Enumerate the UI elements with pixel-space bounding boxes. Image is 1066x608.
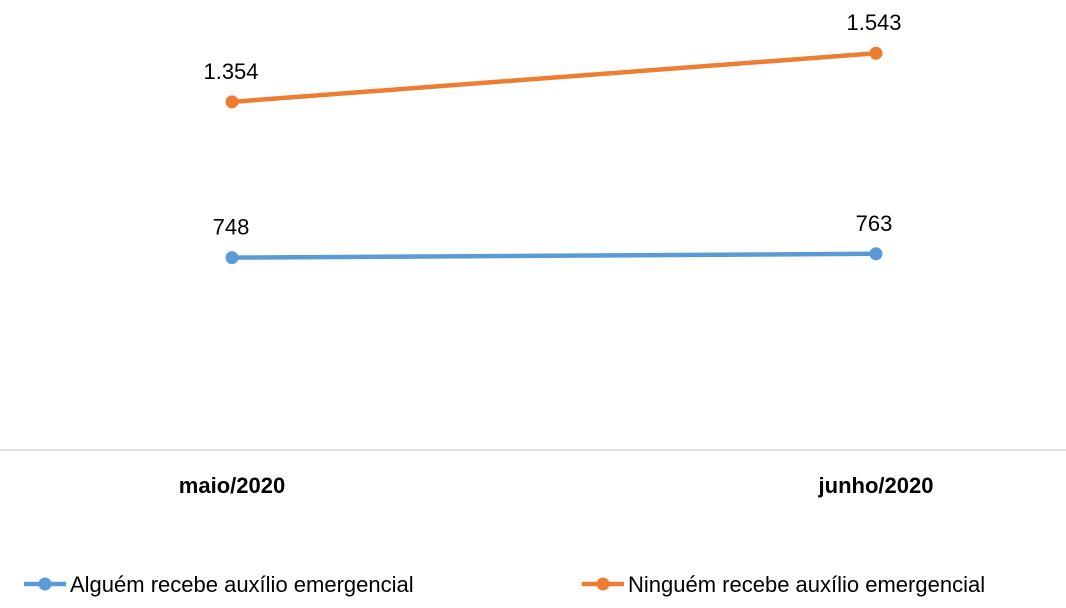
- x-tick-label: maio/2020: [179, 473, 285, 498]
- series-layer: [225, 46, 883, 265]
- x-tick-label: junho/2020: [818, 473, 934, 498]
- data-point: [869, 247, 883, 261]
- legend: Alguém recebe auxílio emergencial Ninguém…: [24, 572, 985, 597]
- series-line-0: [229, 251, 879, 260]
- legend-swatch-marker: [38, 577, 52, 591]
- legend-item-0: Alguém recebe auxílio emergencial: [24, 572, 414, 597]
- legend-label: Alguém recebe auxílio emergencial: [70, 572, 414, 597]
- data-label: 763: [856, 211, 893, 236]
- data-labels: 748 763 1.354 1.543: [203, 10, 901, 239]
- series-line-1: [229, 50, 879, 105]
- legend-swatch-marker: [596, 577, 610, 591]
- data-label: 1.354: [203, 59, 258, 84]
- x-axis-ticks: maio/2020 junho/2020: [179, 473, 934, 498]
- data-label: 1.543: [846, 10, 901, 35]
- legend-label: Ninguém recebe auxílio emergencial: [628, 572, 985, 597]
- data-point: [869, 46, 883, 60]
- data-point: [225, 251, 239, 265]
- legend-item-1: Ninguém recebe auxílio emergencial: [582, 572, 985, 597]
- data-label: 748: [213, 215, 250, 240]
- data-point: [225, 95, 239, 109]
